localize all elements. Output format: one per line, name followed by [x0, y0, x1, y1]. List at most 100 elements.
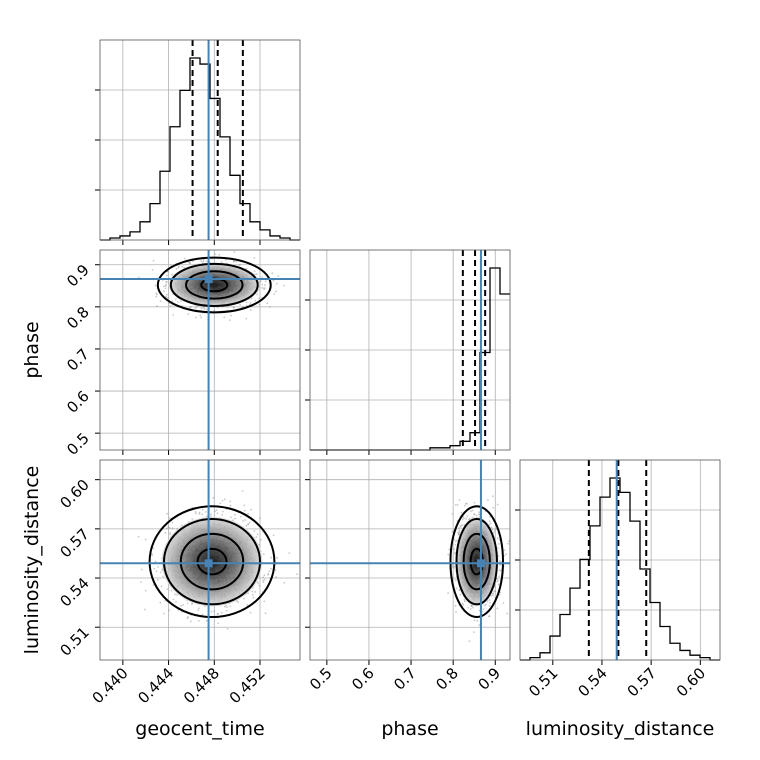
sample-point [159, 601, 162, 604]
sample-point [182, 604, 185, 607]
sample-point [202, 260, 205, 263]
sample-point [165, 527, 168, 530]
sample-point [461, 602, 464, 605]
sample-point [476, 619, 479, 622]
sample-point [270, 556, 273, 559]
scatter-panel-geocent_time__luminosity_distance [95, 459, 301, 665]
sample-point [186, 602, 189, 605]
sample-point [459, 524, 462, 527]
scatter-panel-phase__luminosity_distance [305, 459, 511, 665]
sample-point [263, 287, 266, 289]
tick-label-y: 0.7 [63, 345, 93, 375]
sample-point [251, 593, 254, 596]
panel-frame [99, 459, 301, 661]
sample-point [198, 511, 201, 514]
sample-point [201, 508, 204, 511]
panel-frame [99, 39, 301, 241]
tick-label-x: 0.6 [348, 664, 378, 694]
sample-point [497, 583, 500, 586]
tick-label-y: 0.5 [63, 429, 93, 459]
sample-point [492, 506, 495, 509]
sample-point [251, 590, 254, 593]
sample-point [245, 525, 248, 527]
sample-point [200, 260, 203, 262]
sample-point [232, 306, 235, 309]
sample-point [151, 554, 153, 557]
sample-point [488, 520, 491, 523]
sample-point [487, 499, 489, 502]
sample-point [174, 298, 177, 301]
sample-point [226, 627, 229, 630]
sample-point [226, 606, 228, 609]
sample-point [244, 519, 247, 521]
sample-point [256, 293, 259, 296]
sample-point [259, 281, 261, 284]
density-contour [169, 262, 259, 307]
sample-point [262, 553, 265, 556]
sample-point [218, 253, 221, 256]
sample-point [217, 612, 219, 615]
sample-point [498, 569, 501, 572]
sample-point [167, 526, 170, 528]
sample-point [458, 526, 461, 529]
sample-point [223, 605, 226, 608]
sample-point [458, 532, 460, 535]
hist-panel-luminosity_distance [515, 459, 721, 665]
sample-point [152, 259, 155, 262]
sample-point [457, 531, 459, 534]
sample-point [256, 533, 259, 536]
tick-label-x: 0.448 [180, 664, 223, 707]
sample-point [210, 513, 212, 516]
sample-point [220, 261, 223, 263]
sample-point [500, 560, 502, 563]
sample-point [167, 296, 169, 299]
sample-point [485, 603, 487, 606]
sample-point [171, 273, 173, 276]
density-contour [163, 518, 261, 606]
sample-point [451, 530, 454, 533]
sample-point [163, 290, 165, 293]
density-contour [462, 532, 491, 591]
sample-point [483, 604, 486, 607]
sample-point [468, 640, 471, 643]
sample-point [230, 314, 233, 317]
sample-point [276, 556, 279, 559]
density-fill [455, 516, 498, 607]
sample-point [221, 499, 224, 502]
density-contour [455, 518, 498, 606]
sample-point [168, 526, 171, 529]
sample-point [461, 518, 464, 521]
sample-point [166, 588, 169, 591]
sample-point [154, 284, 157, 287]
sample-point [458, 499, 461, 502]
sample-point [488, 604, 491, 607]
sample-point [488, 615, 491, 618]
tick-label-x: 0.9 [474, 664, 504, 694]
sample-point [454, 579, 457, 582]
sample-point [172, 314, 175, 316]
sample-point [502, 602, 505, 604]
sample-point [264, 280, 267, 283]
sample-point [498, 575, 501, 578]
sample-point [454, 604, 457, 607]
sample-point [159, 571, 162, 574]
sample-point [165, 295, 168, 298]
sample-point [262, 579, 265, 582]
sample-point [490, 594, 493, 597]
truth-marker [204, 559, 213, 568]
sample-point [263, 578, 266, 581]
sample-point [169, 531, 172, 534]
sample-point [455, 539, 458, 542]
sample-point [168, 517, 171, 520]
truth-marker [204, 275, 213, 284]
tick-label-x: 0.57 [624, 664, 660, 700]
sample-point [240, 515, 242, 518]
sample-point [144, 589, 147, 592]
sample-point [169, 533, 172, 536]
sample-point [140, 581, 142, 584]
sample-point [253, 529, 256, 532]
sample-point [454, 551, 456, 554]
hist-panel-phase [305, 249, 511, 455]
sample-point [239, 303, 241, 306]
sample-point [200, 316, 203, 319]
